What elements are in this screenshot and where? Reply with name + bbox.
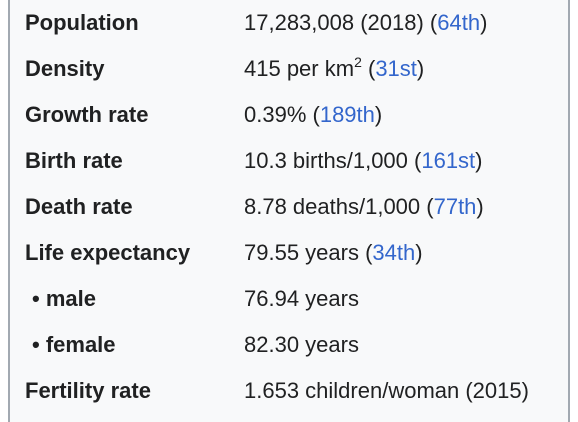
density-rank-link[interactable]: 31st: [375, 56, 417, 81]
life-expectancy-value: 79.55 years (34th): [244, 240, 423, 265]
life-expectancy-label: Life expectancy: [25, 240, 191, 265]
male-value: 76.94 years: [244, 286, 359, 311]
density-superscript: 2: [354, 54, 362, 70]
row-growth-rate: Growth rate 0.39% (189th): [10, 92, 568, 138]
fertility-rate-value: 1.653 children/woman (2015): [244, 378, 529, 403]
death-rate-value: 8.78 deaths/1,000 (77th): [244, 194, 484, 219]
death-rate-label: Death rate: [25, 194, 133, 219]
growth-rate-value: 0.39% (189th): [244, 102, 383, 127]
population-value: 17,283,008 (2018) (64th): [244, 10, 488, 35]
death-rate-rank-link[interactable]: 77th: [433, 194, 477, 219]
fertility-rate-label: Fertility rate: [25, 378, 151, 403]
row-life-expectancy: Life expectancy 79.55 years (34th): [10, 230, 568, 276]
demographics-infobox: Population 17,283,008 (2018) (64th) Dens…: [8, 0, 570, 422]
row-density: Density 415 per km2 (31st): [10, 46, 568, 92]
birth-rate-value: 10.3 births/1,000 (161st): [244, 148, 483, 173]
birth-rate-label: Birth rate: [25, 148, 123, 173]
row-birth-rate: Birth rate 10.3 births/1,000 (161st): [10, 138, 568, 184]
growth-rate-label: Growth rate: [25, 102, 149, 127]
female-value: 82.30 years: [244, 332, 359, 357]
population-rank-link[interactable]: 64th: [437, 10, 481, 35]
female-label: • female: [32, 332, 116, 357]
row-fertility-rate: Fertility rate 1.653 children/woman (201…: [10, 368, 568, 414]
row-population: Population 17,283,008 (2018) (64th): [10, 0, 568, 46]
life-expectancy-rank-link[interactable]: 34th: [372, 240, 416, 265]
row-male: • male 76.94 years: [10, 276, 568, 322]
row-death-rate: Death rate 8.78 deaths/1,000 (77th): [10, 184, 568, 230]
density-label: Density: [25, 56, 105, 81]
birth-rate-rank-link[interactable]: 161st: [421, 148, 476, 173]
row-female: • female 82.30 years: [10, 322, 568, 368]
population-label: Population: [25, 10, 139, 35]
growth-rate-rank-link[interactable]: 189th: [319, 102, 375, 127]
density-value: 415 per km2 (31st): [244, 54, 425, 81]
male-label: • male: [32, 286, 96, 311]
